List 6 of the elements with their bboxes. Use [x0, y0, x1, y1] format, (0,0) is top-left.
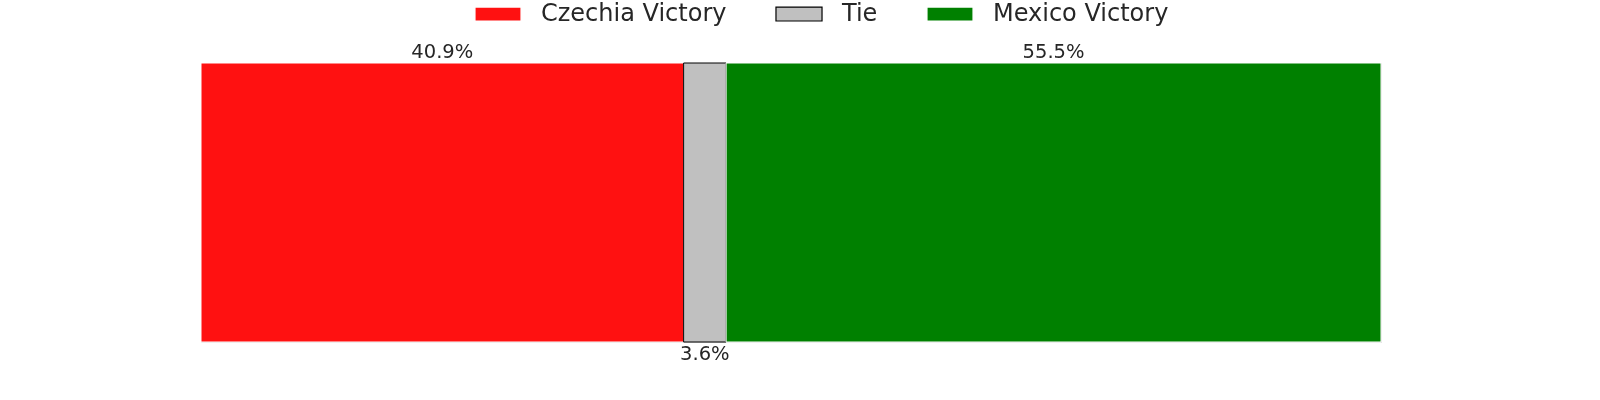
legend-label: Czechia Victory [541, 0, 727, 27]
data-label: 55.5% [1022, 40, 1085, 63]
data-label: 40.9% [411, 40, 474, 63]
legend-label: Mexico Victory [993, 0, 1169, 27]
data-label: 3.6% [680, 342, 730, 365]
legend-label: Tie [841, 0, 878, 27]
